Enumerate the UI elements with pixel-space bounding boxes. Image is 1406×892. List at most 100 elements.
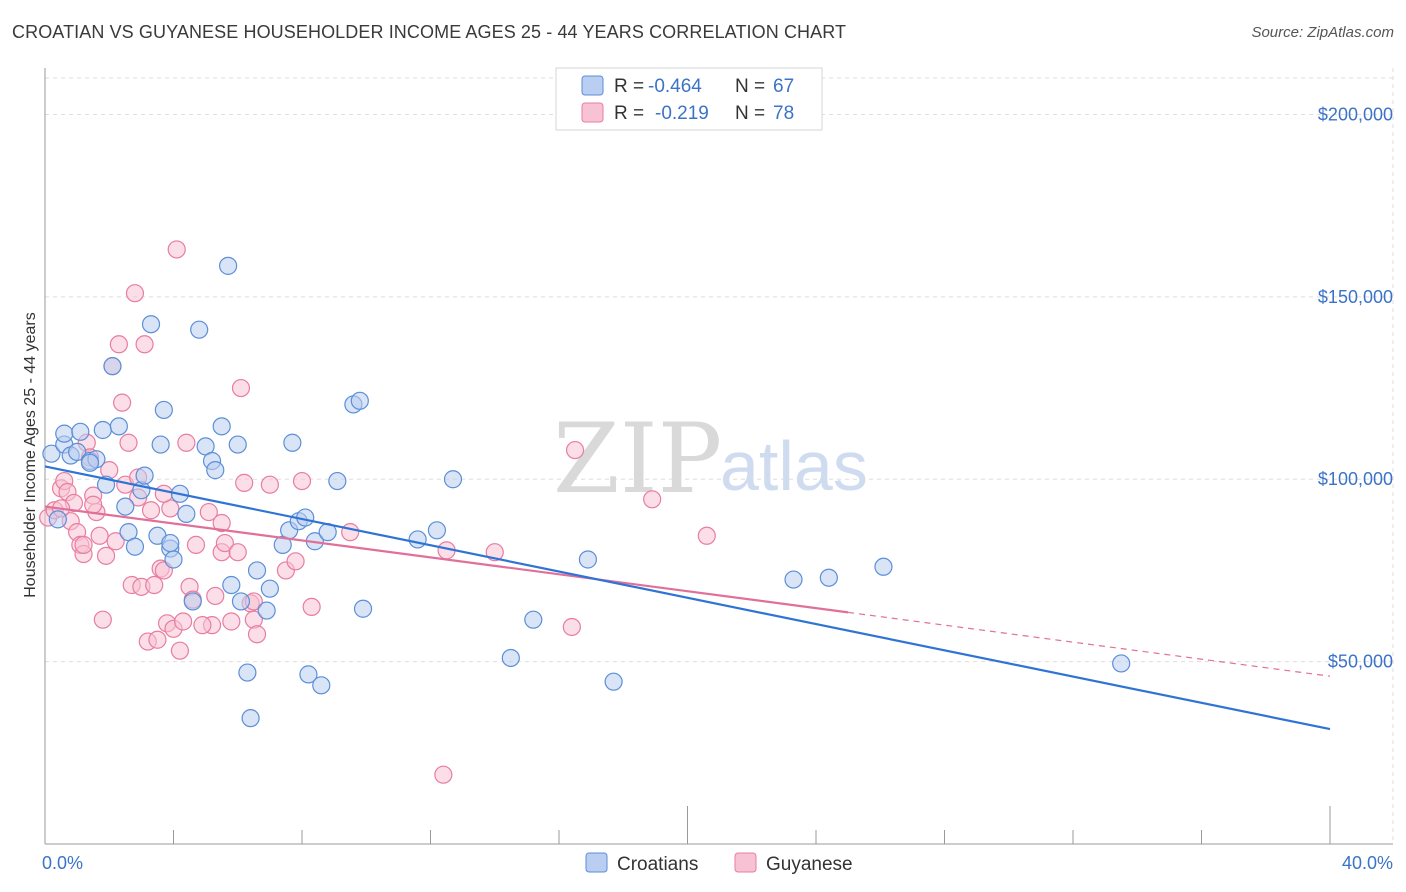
guyanese-point-21 [112,393,132,412]
croatian-point-61 [874,557,893,576]
legend-r-label-2: R = [614,103,644,124]
croatian-point-66 [161,533,180,553]
guyanese-point-44 [186,535,206,554]
guyanese-point-60 [292,471,312,491]
legend-r-label-1: R = [614,76,644,97]
guyanese-point-66 [643,490,662,509]
legend-n-label-1: N = [735,76,765,97]
guyanese-trend-line [44,505,849,614]
croatian-point-15 [135,466,154,485]
croatian-point-16 [141,315,161,334]
correlation-legend: R = -0.464 N = 67 R = -0.219 N = 78 [555,67,823,131]
guyanese-point-75 [74,535,93,554]
croatian-point-59 [784,570,803,589]
croatian-point-23 [177,504,196,523]
croatian-point-33 [231,592,251,611]
croatian-point-0 [42,444,61,463]
guyanese-point-73 [212,513,231,533]
croatian-point-30 [219,256,238,275]
x-tick-max: 40.0% [1342,853,1393,873]
guyanese-point-53 [235,473,254,492]
croatian-trend-line [44,465,1331,731]
legend-n-label-2: N = [735,103,765,124]
croatian-point-63 [80,453,100,472]
x-tick-min: 0.0% [42,853,83,873]
croatian-point-21 [164,550,183,569]
croatian-point-2 [55,424,74,443]
guyanese-point-61 [302,597,321,617]
guyanese-point-50 [222,612,241,631]
guyanese-point-57 [260,475,279,494]
croatian-point-44 [299,665,318,684]
croatian-point-34 [238,663,257,682]
guyanese-point-59 [286,552,305,571]
guyanese-point-69 [434,765,453,784]
legend-swatch-croatians [581,75,604,96]
guyanese-point-30 [141,501,161,520]
bottom-swatch-croatians [585,852,608,873]
bottom-label-guyanese: Guyanese [766,854,853,875]
croatian-point-19 [154,400,173,420]
guyanese-point-14 [90,526,109,545]
guyanese-points [39,240,716,784]
croatian-point-36 [247,561,267,580]
croatian-point-60 [819,568,838,587]
croatian-point-28 [206,461,225,480]
guyanese-point-23 [119,433,138,452]
croatian-point-10 [109,417,128,436]
y-tick-label-1: $100,000 [1318,469,1393,489]
guyanese-point-62 [341,523,360,542]
croatian-point-35 [241,709,260,728]
guyanese-point-47 [206,586,225,606]
legend-n-value-1: 67 [773,76,794,97]
croatian-point-11 [116,497,135,516]
guyanese-point-31 [145,575,164,595]
croatian-point-32 [228,435,247,454]
croatian-point-13 [125,537,145,556]
legend-n-value-2: 78 [773,103,794,124]
croatian-point-54 [443,470,463,489]
croatian-point-58 [604,672,623,691]
croatian-point-64 [103,357,122,376]
croatian-point-18 [151,435,170,454]
legend-r-value-1: -0.464 [648,76,702,97]
legend-swatch-guyanese [581,102,604,123]
guyanese-point-68 [562,617,581,637]
guyanese-point-67 [697,526,716,545]
croatian-point-62 [1112,654,1131,673]
guyanese-point-52 [231,378,251,398]
croatian-point-50 [350,391,369,410]
bottom-label-croatians: Croatians [617,854,698,875]
series-legend: Croatians Guyanese [585,852,853,875]
guyanese-point-40 [174,612,193,631]
guyanese-point-25 [125,284,145,303]
croatian-point-65 [48,510,67,529]
guyanese-point-49 [215,533,234,553]
watermark-atlas: atlas [720,427,868,505]
croatian-point-46 [312,676,331,695]
croatian-point-57 [578,550,598,569]
croatian-point-4 [71,422,90,441]
croatian-point-29 [212,417,231,436]
legend-r-value-2: -0.219 [655,103,709,124]
guyanese-point-51 [228,543,247,562]
croatian-point-55 [501,648,520,668]
croatian-point-53 [427,521,447,540]
croatian-point-25 [190,320,209,339]
guyanese-point-20 [109,335,128,354]
y-tick-label-0: $50,000 [1328,652,1393,672]
bottom-swatch-guyanese [734,852,757,873]
y-tick-label-2: $150,000 [1318,287,1393,307]
guyanese-point-65 [565,440,585,460]
croatian-point-24 [183,592,202,611]
croatian-point-37 [257,601,276,620]
trend-lines [44,465,1331,731]
croatian-point-38 [260,579,279,598]
guyanese-point-41 [177,433,196,452]
croatian-point-52 [408,530,427,549]
guyanese-point-74 [154,484,173,503]
croatian-point-41 [283,433,302,452]
watermark-zip: ZIP [553,403,722,515]
source-label: Source: ZipAtlas.com [1251,24,1394,41]
